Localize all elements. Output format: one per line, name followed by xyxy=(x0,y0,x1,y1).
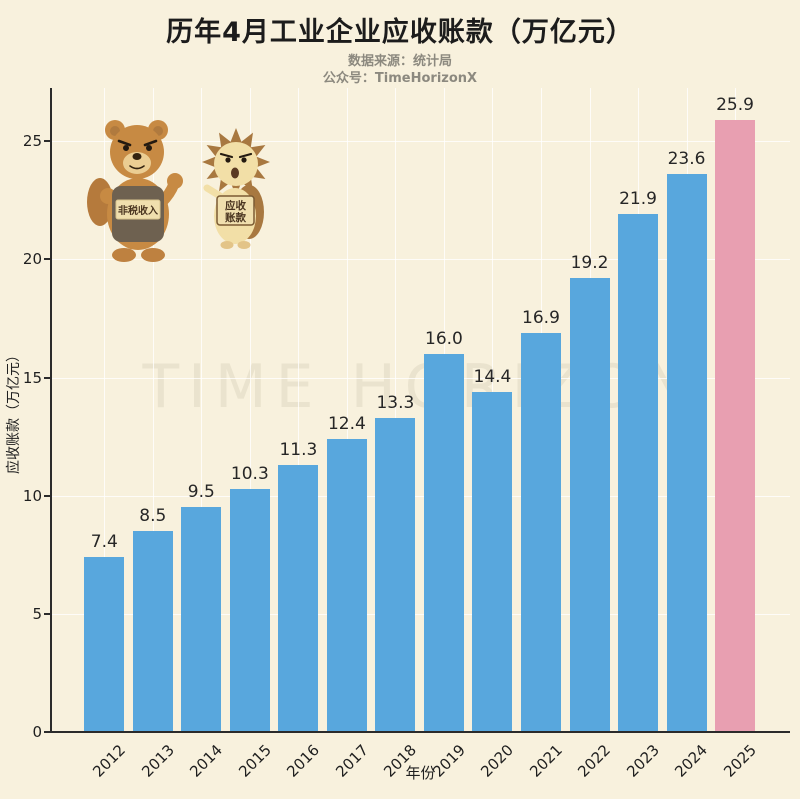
bar-value-label: 13.3 xyxy=(376,392,415,413)
gridline-vertical xyxy=(395,88,397,731)
y-axis-tick xyxy=(44,258,51,261)
bear-sign xyxy=(115,199,161,220)
gridline-horizontal xyxy=(51,141,790,143)
gridline-vertical xyxy=(298,88,300,731)
y-axis-tick-label: 15 xyxy=(22,368,42,387)
gridline-vertical xyxy=(104,88,106,731)
bar-value-label: 10.3 xyxy=(230,463,269,484)
bar-value-label: 8.5 xyxy=(139,506,167,527)
bear-mascot: 非税收入 xyxy=(87,120,183,262)
bar-value-label: 11.3 xyxy=(279,439,318,460)
data-source-subtitle: 数据来源：统计局 xyxy=(347,54,452,69)
bar-2014 xyxy=(181,507,222,731)
bar-value-label: 23.6 xyxy=(667,149,706,170)
bar-2012 xyxy=(84,557,125,731)
y-axis-tick-label: 0 xyxy=(32,723,42,741)
y-axis-tick-label: 25 xyxy=(22,132,42,151)
bar-value-label: 16.0 xyxy=(425,328,463,349)
bar-2016 xyxy=(278,464,319,731)
chart-title: 历年4月工业企业应收账款（万亿元） xyxy=(166,17,634,48)
bar-2013 xyxy=(132,531,173,731)
gridline-horizontal xyxy=(51,495,790,497)
y-axis-tick xyxy=(44,376,51,379)
y-axis-tick-label: 10 xyxy=(22,486,42,505)
bar-2020 xyxy=(472,391,513,731)
bar-2024 xyxy=(666,174,707,731)
bar-2025 xyxy=(715,119,756,731)
bar-value-label: 7.4 xyxy=(90,532,118,553)
y-axis-tick xyxy=(44,612,51,615)
gridline-horizontal xyxy=(51,259,790,261)
bar-value-label: 19.2 xyxy=(570,253,609,274)
y-axis-spine xyxy=(50,88,52,733)
bar-value-label: 16.9 xyxy=(522,307,560,328)
bar-2019 xyxy=(423,353,464,731)
bear-sign-text: 非税收入 xyxy=(118,204,158,217)
gridline-vertical xyxy=(249,88,251,731)
y-axis-tick xyxy=(44,731,51,733)
gridline-horizontal xyxy=(51,377,790,379)
y-axis-tick-label: 5 xyxy=(32,604,42,623)
bar-value-label: 21.9 xyxy=(619,189,657,210)
bar-2021 xyxy=(520,332,561,731)
bar-value-label: 25.9 xyxy=(716,94,754,115)
gridline-vertical xyxy=(201,88,203,731)
y-axis-tick-label: 20 xyxy=(22,250,42,269)
hedgehog-sign xyxy=(216,195,255,226)
wechat-account-subtitle: 公众号：TimeHorizonX xyxy=(322,71,478,86)
x-axis-label: 年份 xyxy=(405,764,436,782)
bar-2022 xyxy=(569,278,610,731)
bar-value-label: 9.5 xyxy=(187,482,215,503)
bar-2017 xyxy=(326,438,367,731)
bar-2015 xyxy=(229,488,270,731)
bar-2018 xyxy=(375,417,416,731)
bar-value-label: 12.4 xyxy=(327,413,366,434)
gridline-vertical xyxy=(346,88,348,731)
y-axis-tick xyxy=(44,140,51,143)
bar-2023 xyxy=(618,214,659,731)
hedgehog-sign-text-line1: 应收 xyxy=(225,199,246,212)
x-axis-spine xyxy=(50,731,790,733)
gridline-vertical xyxy=(152,88,154,731)
bar-value-label: 14.4 xyxy=(473,366,512,387)
gridline-horizontal xyxy=(51,613,790,615)
y-axis-tick xyxy=(44,494,51,497)
hedgehog-mascot: 应收 账款 xyxy=(202,128,270,249)
mascot-illustration: 非税收入 应收 账款 xyxy=(87,120,270,262)
hedgehog-sign-text-line2: 账款 xyxy=(224,211,246,224)
